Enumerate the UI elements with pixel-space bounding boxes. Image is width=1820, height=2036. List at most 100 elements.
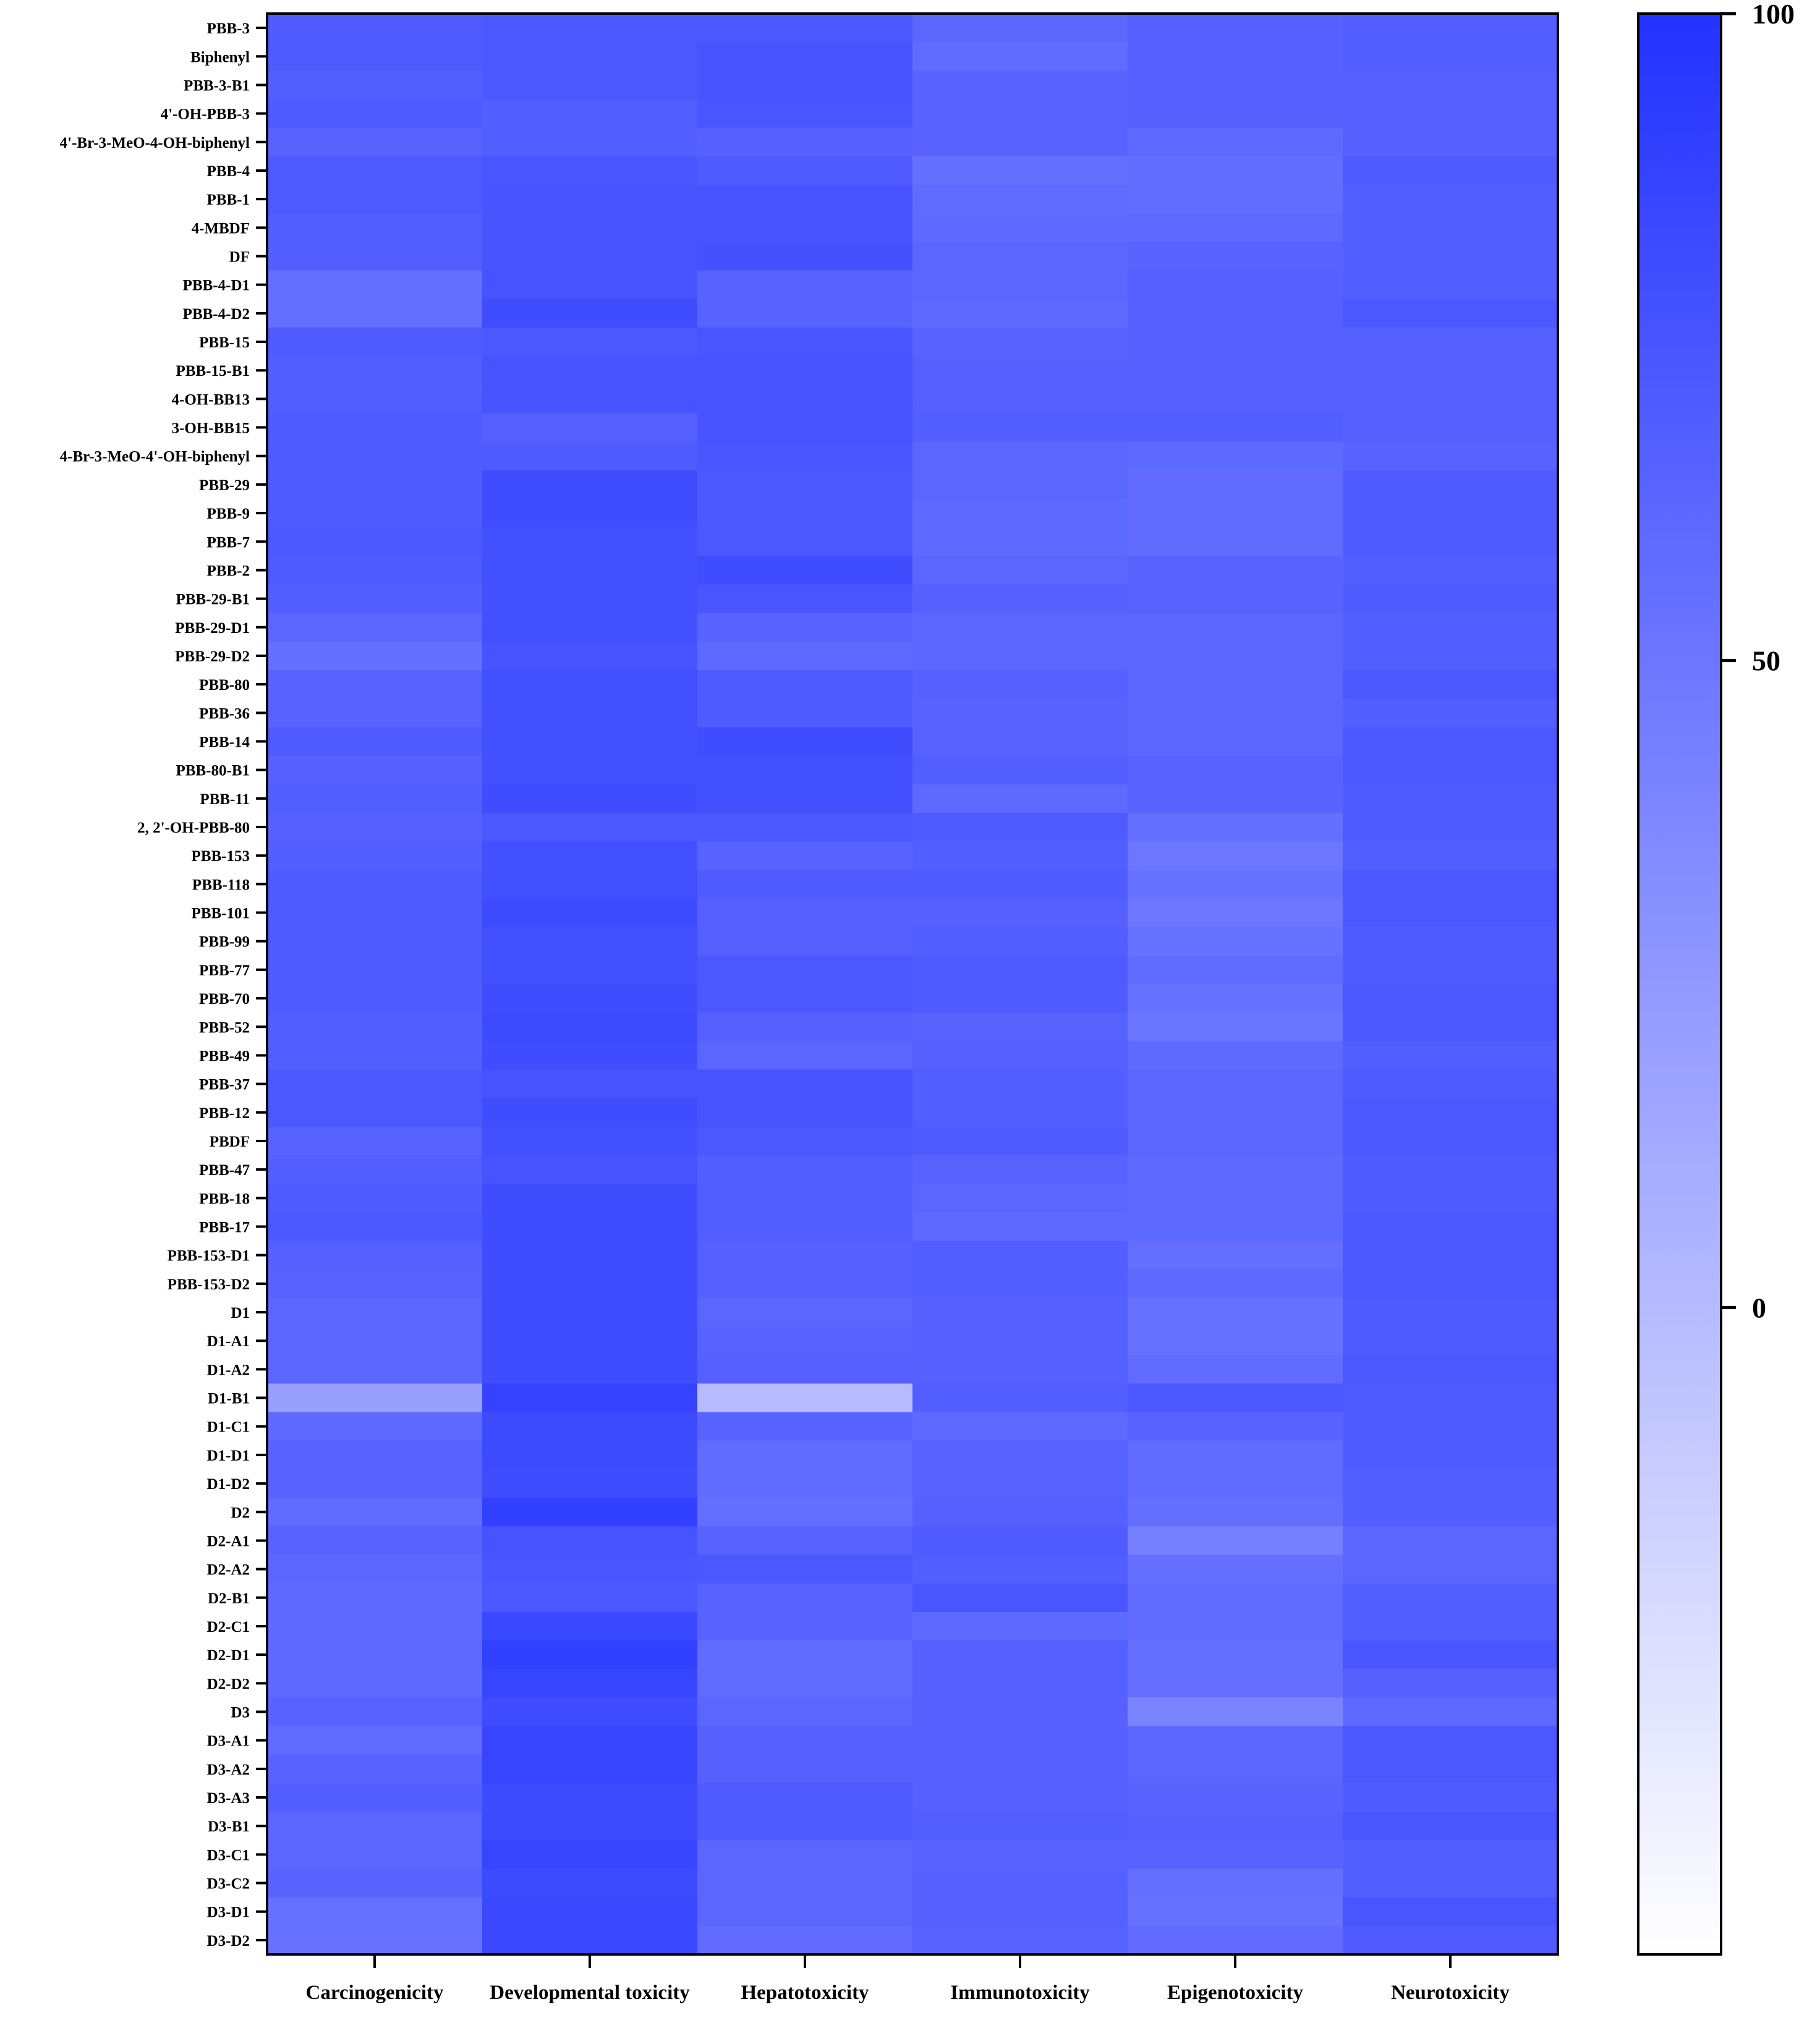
row-label-d2-a1: D2-A1	[207, 1533, 250, 1550]
cell-d3-hepatotoxicity	[697, 1697, 913, 1727]
cell-d3-c1-hepatotoxicity	[697, 1840, 913, 1870]
cell-d3-b1-immunotoxicity	[912, 1812, 1128, 1841]
cell-pbb-3-neurotoxicity	[1343, 14, 1558, 43]
cell-d1-a1-developmental-toxicity	[482, 1326, 698, 1355]
cell-2-2-oh-pbb-80-neurotoxicity	[1343, 812, 1558, 842]
cell-d3-d2-epigenotoxicity	[1128, 1925, 1343, 1955]
cell-d2-b1-neurotoxicity	[1343, 1583, 1558, 1613]
row-label-d1-c1: D1-C1	[207, 1419, 250, 1436]
cell-pbb-29-d1-carcinogenicity	[267, 613, 483, 642]
cell-pbb-47-immunotoxicity	[912, 1155, 1128, 1184]
row-label-pbb-52: PBB-52	[199, 1019, 250, 1036]
cell-pbb-153-hepatotoxicity	[697, 841, 913, 870]
cell-4-oh-pbb-3-hepatotoxicity	[697, 99, 913, 129]
cell-pbb-29-d2-carcinogenicity	[267, 641, 483, 671]
cell-pbb-11-developmental-toxicity	[482, 784, 698, 813]
cell-pbdf-epigenotoxicity	[1128, 1126, 1343, 1156]
cell-4-br-3-meo-4-oh-biphenyl-hepatotoxicity	[697, 127, 913, 157]
cell-pbb-52-immunotoxicity	[912, 1012, 1128, 1041]
cell-d3-c1-carcinogenicity	[267, 1840, 483, 1870]
cell-4-oh-pbb-3-neurotoxicity	[1343, 99, 1558, 129]
row-label-d3-c2: D3-C2	[207, 1876, 250, 1893]
cell-d3-d2-developmental-toxicity	[482, 1925, 698, 1955]
row-label-d2-c1: D2-C1	[207, 1619, 250, 1635]
column-label-hepatotoxicity: Hepatotoxicity	[741, 1982, 869, 2004]
cell-pbb-14-developmental-toxicity	[482, 727, 698, 757]
cell-d1-d2-carcinogenicity	[267, 1469, 483, 1498]
cell-pbb-29-d1-developmental-toxicity	[482, 613, 698, 642]
cell-pbb-49-developmental-toxicity	[482, 1041, 698, 1071]
row-label-pbb-17: PBB-17	[199, 1219, 250, 1236]
cell-pbb-101-carcinogenicity	[267, 898, 483, 928]
colorbar-gradient	[1637, 12, 1722, 1956]
cell-d3-a3-neurotoxicity	[1343, 1783, 1558, 1812]
cell-d2-c1-carcinogenicity	[267, 1611, 483, 1641]
cell-d1-immunotoxicity	[912, 1297, 1128, 1327]
cell-pbb-17-immunotoxicity	[912, 1212, 1128, 1242]
cell-pbb-52-developmental-toxicity	[482, 1012, 698, 1041]
row-label-4-br-3-meo-4-oh-biphenyl: 4'-Br-3-MeO-4-OH-biphenyl	[60, 135, 250, 151]
row-label-pbb-2: PBB-2	[207, 562, 250, 579]
cell-4-mbdf-developmental-toxicity	[482, 213, 698, 243]
cell-d3-a1-immunotoxicity	[912, 1726, 1128, 1755]
cell-pbb-77-immunotoxicity	[912, 955, 1128, 985]
cell-d1-b1-hepatotoxicity	[697, 1383, 913, 1413]
cell-d1-a1-neurotoxicity	[1343, 1326, 1558, 1355]
cell-pbb-49-hepatotoxicity	[697, 1041, 913, 1071]
cell-pbb-15-b1-carcinogenicity	[267, 356, 483, 385]
cell-pbb-17-developmental-toxicity	[482, 1212, 698, 1242]
cell-pbb-1-developmental-toxicity	[482, 185, 698, 214]
row-label-d2-d1: D2-D1	[207, 1647, 250, 1664]
cell-biphenyl-neurotoxicity	[1343, 42, 1558, 71]
cell-d1-a2-developmental-toxicity	[482, 1355, 698, 1385]
cell-pbb-3-b1-developmental-toxicity	[482, 70, 698, 100]
row-label-pbb-12: PBB-12	[199, 1105, 250, 1122]
cell-pbb-4-d1-hepatotoxicity	[697, 270, 913, 300]
row-label-pbb-70: PBB-70	[199, 991, 250, 1007]
row-label-pbb-29-b1: PBB-29-B1	[176, 592, 250, 608]
cell-pbb-18-immunotoxicity	[912, 1184, 1128, 1213]
cell-pbb-2-carcinogenicity	[267, 556, 483, 585]
cell-pbb-15-developmental-toxicity	[482, 327, 698, 357]
cell-pbb-15-carcinogenicity	[267, 327, 483, 357]
cell-pbb-153-d2-epigenotoxicity	[1128, 1269, 1343, 1299]
row-label-d2-d2: D2-D2	[207, 1676, 250, 1692]
cell-pbb-29-d1-immunotoxicity	[912, 613, 1128, 642]
cell-pbb-77-neurotoxicity	[1343, 955, 1558, 985]
cell-d1-carcinogenicity	[267, 1297, 483, 1327]
cell-d3-a1-carcinogenicity	[267, 1726, 483, 1755]
cell-d2-c1-developmental-toxicity	[482, 1611, 698, 1641]
cell-pbb-153-d1-carcinogenicity	[267, 1241, 483, 1270]
cell-d2-a2-immunotoxicity	[912, 1555, 1128, 1584]
row-label-pbb-36: PBB-36	[199, 705, 250, 722]
row-label-pbb-80-b1: PBB-80-B1	[176, 763, 250, 779]
cell-d2-immunotoxicity	[912, 1498, 1128, 1527]
row-label-4-mbdf: 4-MBDF	[192, 220, 250, 237]
cell-pbb-153-d1-immunotoxicity	[912, 1241, 1128, 1270]
cell-pbb-14-carcinogenicity	[267, 727, 483, 757]
cell-d1-d2-neurotoxicity	[1343, 1469, 1558, 1498]
cell-d1-hepatotoxicity	[697, 1297, 913, 1327]
cell-d2-a1-epigenotoxicity	[1128, 1526, 1343, 1556]
cell-d3-c2-immunotoxicity	[912, 1868, 1128, 1898]
cell-pbb-12-neurotoxicity	[1343, 1098, 1558, 1127]
row-label-pbb-101: PBB-101	[192, 906, 250, 922]
cell-pbb-3-immunotoxicity	[912, 14, 1128, 43]
cell-4-mbdf-neurotoxicity	[1343, 213, 1558, 243]
cell-pbb-153-epigenotoxicity	[1128, 841, 1343, 870]
cell-d1-a1-hepatotoxicity	[697, 1326, 913, 1355]
cell-pbb-52-carcinogenicity	[267, 1012, 483, 1041]
cell-d2-c1-hepatotoxicity	[697, 1611, 913, 1641]
cell-pbb-80-epigenotoxicity	[1128, 670, 1343, 699]
cell-pbb-70-epigenotoxicity	[1128, 984, 1343, 1013]
cell-pbb-99-epigenotoxicity	[1128, 927, 1343, 956]
cell-d1-c1-neurotoxicity	[1343, 1412, 1558, 1441]
cell-pbb-4-d2-immunotoxicity	[912, 299, 1128, 328]
cell-pbb-99-carcinogenicity	[267, 927, 483, 956]
row-label-d3-d1: D3-D1	[207, 1904, 250, 1921]
row-label-d3: D3	[231, 1705, 250, 1721]
cell-d3-d1-epigenotoxicity	[1128, 1897, 1343, 1927]
cell-pbb-99-hepatotoxicity	[697, 927, 913, 956]
row-label-2-2-oh-pbb-80: 2, 2'-OH-PBB-80	[137, 820, 250, 836]
cell-pbb-101-neurotoxicity	[1343, 898, 1558, 928]
